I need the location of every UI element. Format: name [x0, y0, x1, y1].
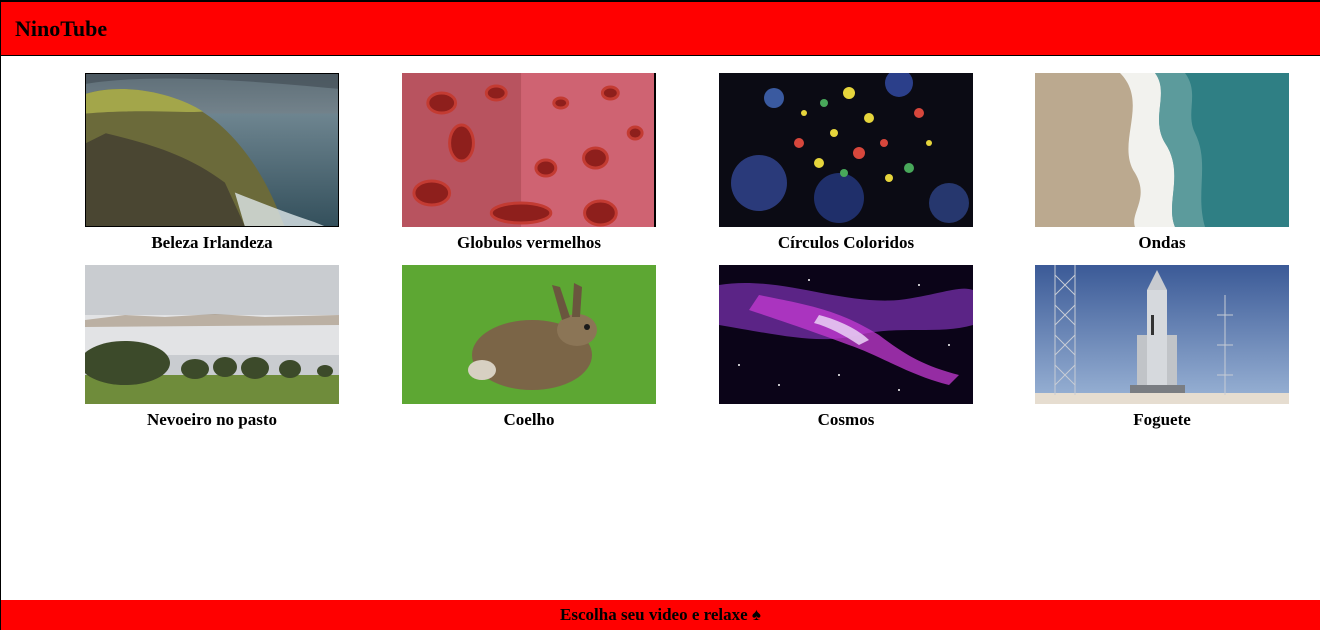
video-grid: Beleza Irlandeza [1, 2, 1320, 602]
video-title[interactable]: Círculos Coloridos [777, 233, 915, 252]
video-card[interactable]: Círculos Coloridos [719, 73, 973, 253]
video-title[interactable]: Globulos vermelhos [456, 233, 602, 252]
video-card[interactable]: Beleza Irlandeza [85, 73, 339, 253]
footer-message: Escolha seu video e relaxe ♠ [560, 605, 761, 624]
top-header: NinoTube [1, 2, 1320, 56]
video-thumbnail[interactable] [85, 73, 339, 227]
video-title[interactable]: Ondas [1138, 233, 1186, 252]
video-card[interactable]: Ondas [1035, 73, 1289, 253]
video-thumbnail[interactable] [1035, 265, 1289, 404]
video-title[interactable]: Beleza Irlandeza [151, 233, 273, 252]
video-card[interactable]: Coelho [402, 265, 656, 430]
bottom-footer: Escolha seu video e relaxe ♠ [1, 600, 1320, 630]
video-title[interactable]: Foguete [1133, 410, 1191, 429]
video-title[interactable]: Nevoeiro no pasto [146, 410, 277, 429]
video-card[interactable]: Foguete [1035, 265, 1289, 430]
video-thumbnail[interactable] [1035, 73, 1289, 227]
video-thumbnail[interactable] [719, 265, 973, 404]
video-card[interactable]: Globulos vermelhos [402, 73, 656, 253]
video-thumbnail[interactable] [85, 265, 339, 404]
video-card[interactable]: Cosmos [719, 265, 973, 430]
video-thumbnail[interactable] [402, 73, 656, 227]
video-card[interactable]: Nevoeiro no pasto [85, 265, 339, 430]
video-title[interactable]: Cosmos [817, 410, 875, 429]
video-thumbnail[interactable] [719, 73, 973, 227]
video-title[interactable]: Coelho [503, 410, 555, 429]
video-thumbnail[interactable] [402, 265, 656, 404]
site-title[interactable]: NinoTube [15, 16, 108, 41]
